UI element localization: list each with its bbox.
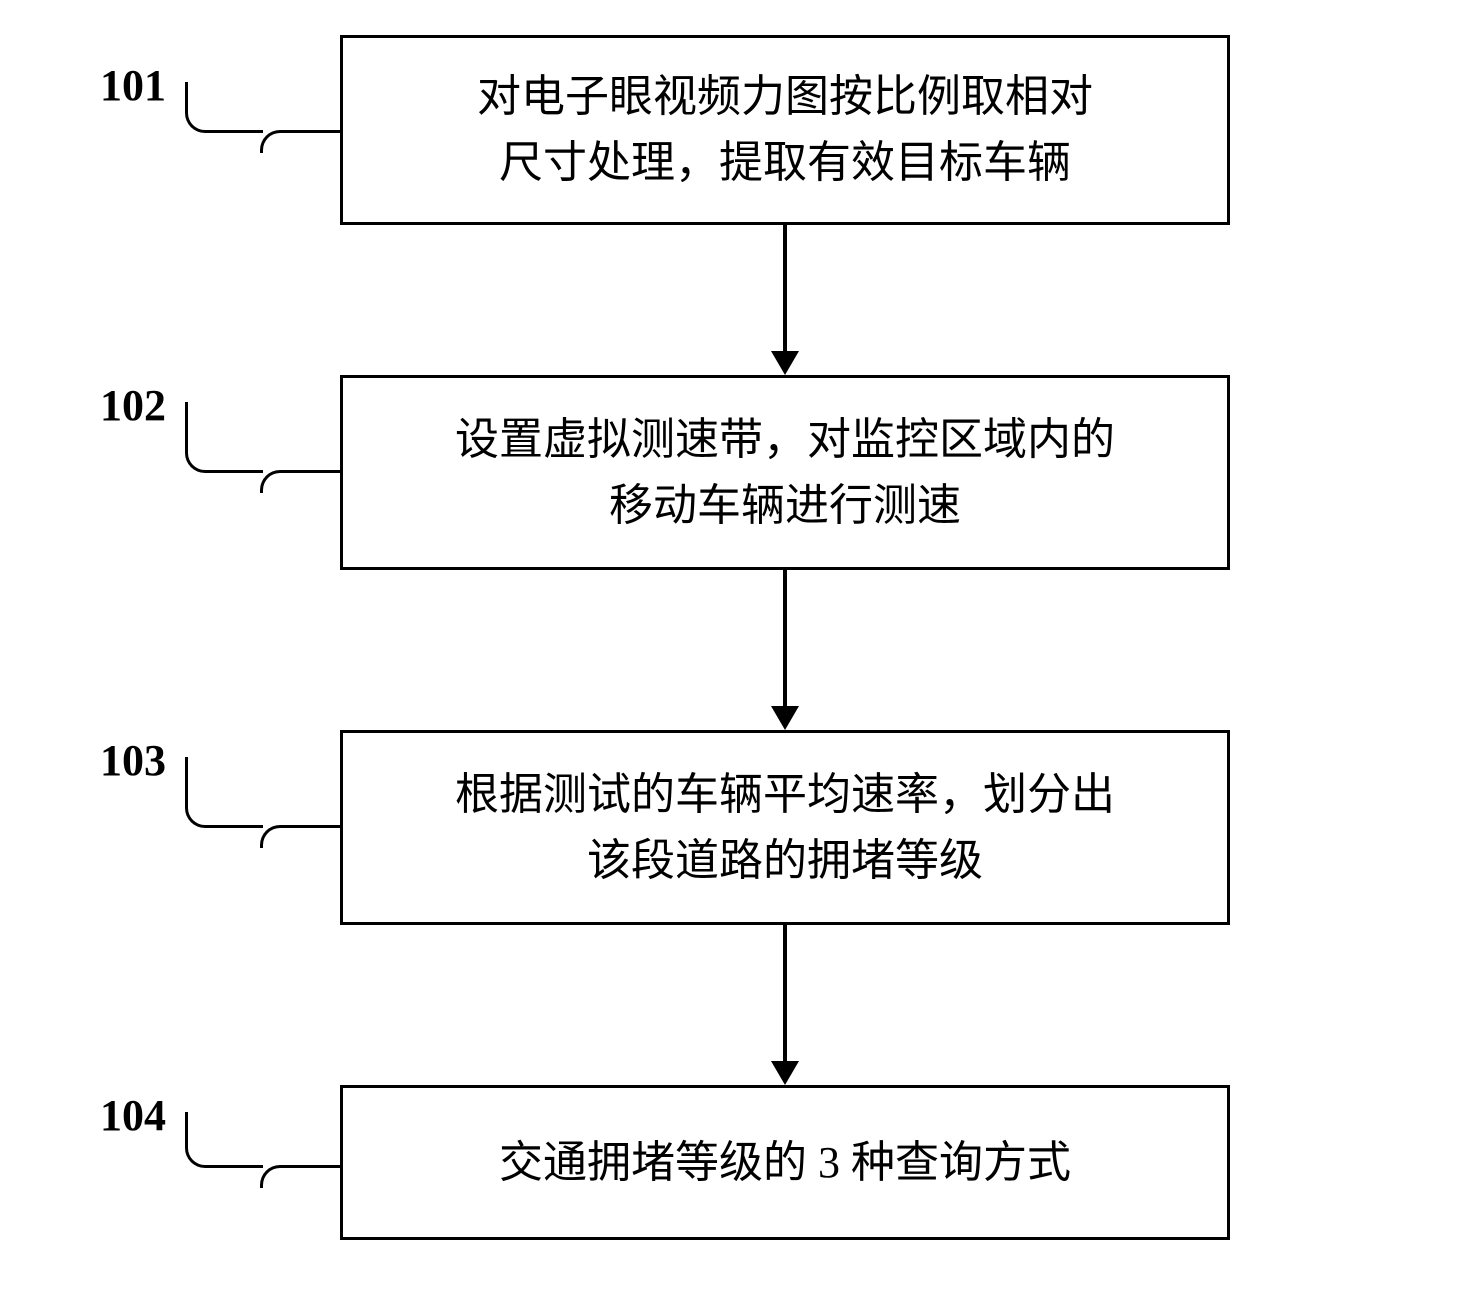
arrow-line-2 (783, 570, 787, 710)
step-label-1: 101 (100, 60, 166, 111)
connector-2-b (260, 470, 343, 493)
step-text-4: 交通拥堵等级的 3 种查询方式 (479, 1120, 1091, 1206)
connector-4-a (185, 1112, 263, 1168)
connector-4-b (260, 1165, 343, 1188)
step-label-2: 102 (100, 380, 166, 431)
connector-3-b (260, 825, 343, 848)
connector-1-a (185, 82, 263, 133)
step-box-3: 根据测试的车辆平均速率，划分出该段道路的拥堵等级 (340, 730, 1230, 925)
step-text-1: 对电子眼视频力图按比例取相对尺寸处理，提取有效目标车辆 (457, 54, 1113, 206)
connector-2-a (185, 402, 263, 473)
arrow-head-1 (771, 351, 799, 375)
step-text-2: 设置虚拟测速带，对监控区域内的移动车辆进行测速 (435, 397, 1135, 549)
step-box-1: 对电子眼视频力图按比例取相对尺寸处理，提取有效目标车辆 (340, 35, 1230, 225)
arrow-line-1 (783, 225, 787, 355)
step-label-4: 104 (100, 1090, 166, 1141)
step-box-4: 交通拥堵等级的 3 种查询方式 (340, 1085, 1230, 1240)
connector-1-b (260, 130, 343, 153)
step-text-3: 根据测试的车辆平均速率，划分出该段道路的拥堵等级 (435, 752, 1135, 904)
step-box-2: 设置虚拟测速带，对监控区域内的移动车辆进行测速 (340, 375, 1230, 570)
step-label-3: 103 (100, 735, 166, 786)
connector-3-a (185, 757, 263, 828)
arrow-line-3 (783, 925, 787, 1065)
arrow-head-3 (771, 1061, 799, 1085)
arrow-head-2 (771, 706, 799, 730)
